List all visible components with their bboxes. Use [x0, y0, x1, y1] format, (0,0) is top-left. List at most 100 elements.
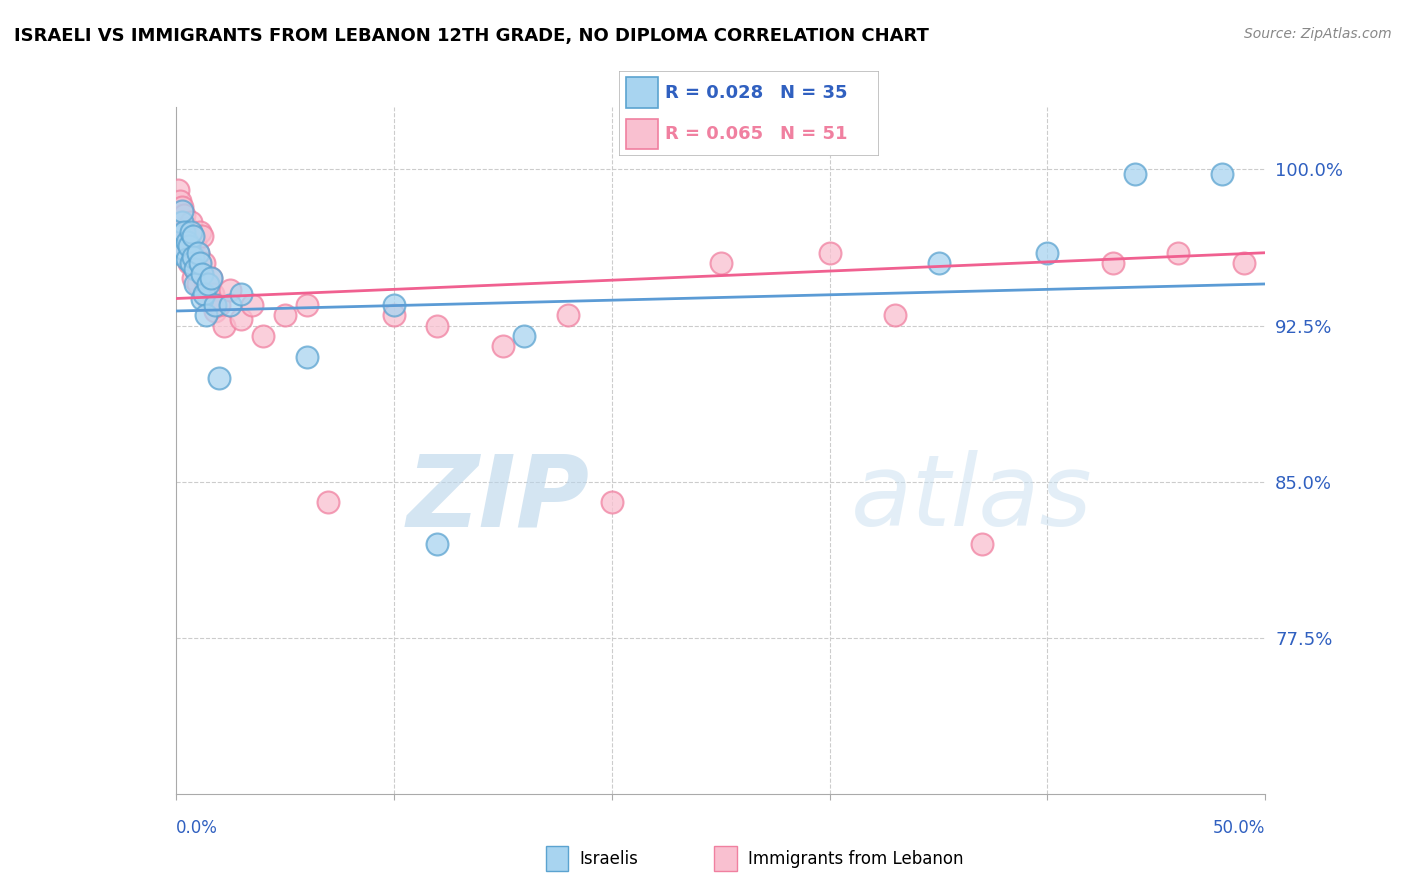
- Point: [426, 537, 449, 551]
- Point: [1123, 167, 1146, 181]
- Point: [169, 214, 191, 228]
- Point: [193, 256, 215, 270]
- Point: [513, 329, 536, 343]
- Point: [557, 308, 579, 322]
- Point: [177, 256, 200, 270]
- Point: [492, 339, 515, 353]
- Point: [181, 250, 204, 264]
- Point: [710, 256, 733, 270]
- Point: [1102, 256, 1125, 270]
- Point: [167, 183, 190, 197]
- Point: [181, 229, 204, 244]
- Point: [181, 250, 204, 264]
- Point: [884, 308, 907, 322]
- Point: [191, 267, 214, 281]
- Point: [295, 298, 318, 312]
- Point: [193, 287, 215, 301]
- Point: [180, 256, 202, 270]
- Point: [173, 208, 195, 222]
- Text: ZIP: ZIP: [406, 450, 591, 547]
- Text: N = 51: N = 51: [780, 125, 848, 143]
- Point: [1232, 256, 1256, 270]
- Point: [191, 267, 214, 281]
- Point: [1167, 245, 1189, 260]
- Point: [188, 225, 211, 239]
- Bar: [627, 78, 658, 108]
- Point: [176, 235, 198, 250]
- Point: [197, 292, 219, 306]
- Point: [172, 214, 194, 228]
- Point: [188, 256, 211, 270]
- Point: [240, 298, 263, 312]
- Text: Source: ZipAtlas.com: Source: ZipAtlas.com: [1244, 27, 1392, 41]
- Point: [180, 242, 202, 256]
- Point: [204, 304, 226, 318]
- Point: [197, 277, 219, 291]
- Text: R = 0.028: R = 0.028: [665, 84, 763, 102]
- Point: [231, 312, 253, 326]
- Point: [818, 245, 841, 260]
- Point: [184, 262, 207, 277]
- Point: [219, 283, 242, 297]
- Point: [195, 308, 218, 322]
- Point: [176, 252, 198, 266]
- Point: [169, 229, 191, 244]
- Point: [172, 204, 194, 219]
- Bar: [546, 846, 568, 871]
- Point: [172, 200, 194, 214]
- Point: [186, 277, 209, 291]
- Point: [382, 298, 405, 312]
- Point: [186, 245, 209, 260]
- Point: [231, 287, 253, 301]
- Bar: [627, 119, 658, 149]
- Point: [200, 270, 222, 285]
- Text: 50.0%: 50.0%: [1213, 819, 1265, 837]
- Point: [184, 277, 207, 291]
- Text: 0.0%: 0.0%: [176, 819, 218, 837]
- Point: [173, 242, 195, 256]
- Point: [173, 225, 195, 239]
- Point: [928, 256, 950, 270]
- Point: [600, 495, 623, 509]
- Point: [252, 329, 274, 343]
- Point: [188, 256, 211, 270]
- Point: [167, 245, 190, 260]
- Point: [169, 194, 191, 208]
- Point: [177, 239, 200, 253]
- Point: [167, 204, 190, 219]
- Point: [184, 235, 207, 250]
- Point: [176, 245, 198, 260]
- Point: [1211, 167, 1233, 181]
- Text: Immigrants from Lebanon: Immigrants from Lebanon: [748, 849, 963, 868]
- Text: N = 35: N = 35: [780, 84, 848, 102]
- Text: Israelis: Israelis: [579, 849, 638, 868]
- Point: [970, 537, 993, 551]
- Text: R = 0.065: R = 0.065: [665, 125, 763, 143]
- Point: [180, 225, 202, 239]
- Text: ISRAELI VS IMMIGRANTS FROM LEBANON 12TH GRADE, NO DIPLOMA CORRELATION CHART: ISRAELI VS IMMIGRANTS FROM LEBANON 12TH …: [14, 27, 929, 45]
- Point: [172, 225, 194, 239]
- Point: [181, 270, 204, 285]
- Point: [184, 262, 207, 277]
- Point: [176, 220, 198, 235]
- Point: [186, 245, 209, 260]
- Point: [191, 292, 214, 306]
- Point: [204, 298, 226, 312]
- Point: [1036, 245, 1059, 260]
- Point: [191, 229, 214, 244]
- Point: [173, 235, 195, 250]
- Point: [180, 214, 202, 228]
- Point: [295, 350, 318, 364]
- Point: [318, 495, 340, 509]
- Point: [208, 370, 231, 384]
- Point: [200, 270, 222, 285]
- Bar: [714, 846, 737, 871]
- Point: [382, 308, 405, 322]
- Point: [274, 308, 297, 322]
- Point: [426, 318, 449, 333]
- Point: [195, 277, 218, 291]
- Point: [208, 298, 231, 312]
- Text: atlas: atlas: [852, 450, 1092, 547]
- Point: [177, 229, 200, 244]
- Point: [212, 318, 235, 333]
